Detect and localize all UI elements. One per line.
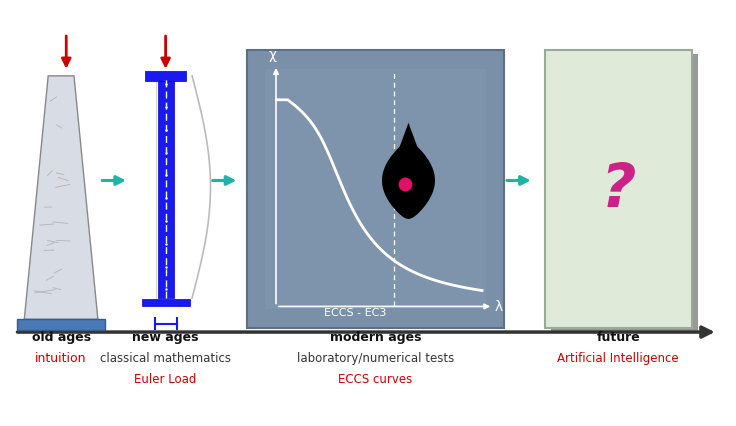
Bar [146,72,185,81]
Polygon shape [399,124,418,150]
Text: modern ages: modern ages [330,330,421,343]
Text: future: future [596,330,640,343]
Text: Artificial Intelligence: Artificial Intelligence [557,351,679,364]
Text: ECCS curves: ECCS curves [339,373,412,386]
Text: new ages: new ages [132,330,199,343]
Bar [141,299,190,307]
Bar [551,55,698,331]
Polygon shape [382,143,435,219]
Text: old ages: old ages [32,330,91,343]
Polygon shape [24,77,98,320]
Text: intuition: intuition [35,351,87,364]
Text: λ: λ [494,300,503,314]
Text: ?: ? [601,160,636,219]
Text: laboratory/numerical tests: laboratory/numerical tests [297,351,454,364]
Bar [545,51,692,328]
Bar [17,320,105,330]
Bar [265,70,486,309]
Bar [247,51,504,328]
Text: Euler Load: Euler Load [135,373,197,386]
Text: χ: χ [269,48,276,62]
Bar [158,77,174,298]
Text: classical mathematics: classical mathematics [100,351,231,364]
Text: ECCS - EC3: ECCS - EC3 [324,308,386,317]
